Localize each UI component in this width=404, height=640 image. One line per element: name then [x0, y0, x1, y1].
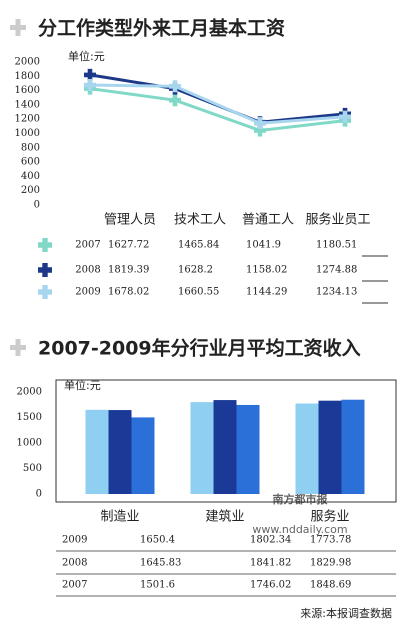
plot-frame [55, 379, 397, 503]
legend-marker [38, 263, 53, 277]
y-tick-label: 0 [34, 200, 40, 211]
bar [295, 403, 319, 494]
value-label: 1144.29 [246, 287, 287, 298]
value-label: 1180.51 [316, 240, 357, 251]
bar [341, 399, 365, 494]
value-label: 1746.02 [250, 580, 291, 591]
title-icon [10, 339, 26, 356]
y-tick-label: 1200 [15, 114, 40, 125]
value-label: 1158.02 [246, 265, 287, 276]
y-tick-label: 1000 [17, 438, 42, 449]
value-label: 1645.83 [140, 558, 181, 569]
value-label: 1829.98 [310, 558, 351, 569]
value-label: 1660.55 [178, 287, 219, 298]
y-tick-label: 0 [36, 489, 42, 500]
x-tick-label: 建筑业 [205, 509, 244, 525]
value-label: 1274.88 [316, 265, 357, 276]
y-tick-label: 2000 [17, 387, 42, 398]
bar [190, 402, 214, 494]
value-label: 1627.72 [108, 240, 149, 251]
legend-label: 2007 [75, 240, 100, 251]
legend-marker [38, 285, 53, 299]
y-tick-label: 800 [21, 142, 40, 153]
y-tick-label: 1500 [17, 412, 42, 423]
value-label: 1650.4 [140, 535, 175, 546]
legend-label: 2009 [62, 535, 87, 546]
line [89, 87, 346, 133]
x-tick-label: 服务业员工 [305, 212, 370, 228]
marker [254, 117, 267, 130]
x-tick-label: 管理人员 [104, 213, 156, 228]
marker [169, 80, 181, 93]
y-tick-label: 1800 [15, 71, 40, 82]
x-tick-label: 技术工人 [174, 213, 226, 228]
y-tick-label: 1600 [15, 85, 40, 96]
bar [85, 409, 109, 494]
y-tick-label: 200 [21, 185, 40, 196]
marker [339, 110, 352, 123]
y-tick-label: 2000 [15, 57, 40, 68]
chart-title: 分工作类型外来工月基本工资 [38, 17, 285, 40]
unit-label: 单位:元 [68, 49, 105, 63]
value-label: 1802.34 [250, 535, 291, 546]
x-tick-label: 普通工人 [242, 213, 294, 228]
value-label: 1041.9 [246, 240, 281, 251]
legend-label: 2008 [62, 558, 87, 569]
y-tick-label: 1400 [15, 99, 40, 110]
y-tick-label: 1000 [15, 128, 40, 139]
bar [318, 400, 342, 494]
value-label: 1773.78 [310, 535, 351, 546]
y-tick-label: 400 [21, 171, 40, 182]
legend-label: 2009 [75, 287, 100, 298]
bar [131, 417, 155, 494]
legend-marker [38, 238, 53, 252]
legend-label: 2008 [75, 265, 100, 276]
y-tick-label: 500 [23, 463, 42, 474]
value-label: 1848.69 [310, 580, 351, 591]
marker [84, 79, 96, 92]
watermark-url: www.nddaily.com [252, 523, 347, 536]
value-label: 1234.13 [316, 287, 357, 298]
marker [84, 68, 96, 81]
value-label: 1465.84 [178, 240, 219, 251]
title-icon [10, 19, 26, 36]
marker [254, 124, 267, 137]
source: 来源:本报调查数据 [300, 606, 392, 620]
bar [213, 400, 237, 494]
value-label: 1841.82 [250, 558, 291, 569]
unit-label: 单位:元 [64, 378, 101, 392]
legend-label: 2007 [62, 580, 87, 591]
watermark: 南方都市报 [273, 492, 329, 506]
value-label: 1628.2 [178, 265, 213, 276]
y-tick-label: 600 [21, 157, 40, 168]
chart-title: 2007-2009年分行业月平均工资收入 [38, 337, 361, 360]
value-label: 1678.02 [108, 287, 149, 298]
x-tick-label: 制造业 [100, 510, 139, 525]
bar [236, 404, 260, 494]
value-label: 1819.39 [108, 265, 149, 276]
marker [169, 94, 181, 107]
value-label: 1501.6 [140, 580, 175, 591]
x-tick-label: 服务业 [310, 509, 349, 525]
line [89, 83, 346, 125]
bar [108, 410, 132, 494]
